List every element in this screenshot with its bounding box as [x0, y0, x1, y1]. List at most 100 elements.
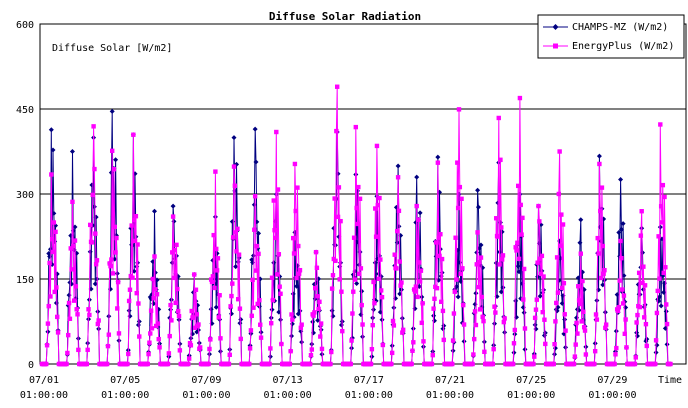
point-energyplus — [256, 251, 261, 257]
point-energyplus — [560, 222, 566, 227]
point-energyplus — [212, 285, 217, 291]
point-champs — [521, 310, 527, 316]
point-energyplus — [175, 308, 181, 314]
point-champs — [498, 289, 504, 295]
point-energyplus — [438, 232, 443, 237]
point-energyplus — [644, 343, 649, 349]
point-energyplus — [328, 361, 333, 367]
point-energyplus — [352, 277, 358, 282]
point-energyplus — [95, 321, 101, 327]
point-energyplus — [297, 267, 303, 273]
point-energyplus — [299, 322, 304, 327]
point-energyplus — [409, 361, 414, 367]
point-energyplus — [188, 343, 194, 348]
point-energyplus — [477, 307, 483, 312]
x-tick-date-5: 07/21 — [435, 375, 465, 386]
point-energyplus — [45, 321, 51, 326]
point-energyplus — [334, 84, 340, 89]
point-energyplus — [192, 272, 197, 277]
point-energyplus — [418, 268, 424, 273]
point-energyplus — [339, 289, 344, 294]
point-energyplus — [272, 227, 277, 233]
point-energyplus — [270, 297, 276, 303]
point-energyplus — [349, 338, 354, 343]
point-champs — [596, 153, 602, 159]
point-energyplus — [252, 194, 258, 199]
point-energyplus — [318, 321, 324, 326]
point-energyplus — [189, 308, 194, 314]
point-energyplus — [593, 312, 599, 317]
point-energyplus — [496, 115, 501, 121]
point-energyplus — [109, 257, 114, 262]
point-energyplus — [93, 231, 98, 236]
point-energyplus — [85, 347, 90, 353]
point-energyplus — [459, 196, 464, 202]
point-energyplus — [233, 230, 238, 235]
point-energyplus — [397, 259, 402, 264]
point-energyplus — [571, 361, 577, 367]
point-energyplus — [502, 316, 507, 321]
point-energyplus — [75, 312, 80, 317]
point-energyplus — [541, 274, 546, 279]
point-energyplus — [435, 160, 441, 165]
point-energyplus — [598, 275, 604, 281]
point-energyplus — [400, 330, 405, 335]
point-energyplus — [126, 298, 132, 304]
point-energyplus — [572, 354, 578, 359]
point-energyplus — [482, 349, 487, 355]
point-energyplus — [603, 322, 609, 327]
point-energyplus — [592, 348, 598, 354]
x-tick-time-4: 01:00:00 — [345, 390, 393, 401]
point-energyplus — [658, 204, 664, 209]
point-energyplus — [490, 361, 496, 367]
point-energyplus — [657, 276, 662, 281]
point-champs — [113, 157, 119, 163]
point-energyplus — [218, 336, 223, 341]
point-energyplus — [151, 295, 156, 301]
point-energyplus — [377, 195, 382, 201]
point-energyplus — [175, 286, 180, 292]
point-energyplus — [312, 310, 317, 315]
point-energyplus — [217, 293, 222, 298]
point-champs — [657, 224, 663, 230]
point-energyplus — [436, 235, 441, 240]
point-energyplus — [520, 215, 525, 221]
point-energyplus — [87, 312, 92, 318]
point-energyplus — [193, 287, 199, 292]
point-energyplus — [394, 266, 399, 271]
point-energyplus — [660, 182, 666, 188]
point-energyplus — [373, 206, 378, 211]
point-champs — [618, 227, 624, 233]
point-energyplus — [291, 251, 297, 256]
point-champs — [297, 308, 303, 314]
point-energyplus — [273, 235, 278, 241]
point-energyplus — [112, 224, 117, 230]
point-energyplus — [656, 234, 661, 239]
point-energyplus — [292, 161, 298, 167]
point-energyplus — [497, 262, 502, 267]
point-energyplus — [390, 318, 396, 324]
point-energyplus — [356, 184, 361, 190]
point-champs — [455, 294, 461, 300]
point-energyplus — [477, 259, 482, 265]
point-energyplus — [429, 361, 435, 367]
point-energyplus — [296, 271, 302, 276]
point-energyplus — [51, 220, 57, 225]
point-energyplus — [291, 235, 296, 241]
point-energyplus — [271, 198, 276, 203]
point-energyplus — [316, 306, 321, 312]
x-tick-time-2: 01:00:00 — [182, 390, 230, 401]
point-energyplus — [533, 307, 539, 312]
point-energyplus — [65, 350, 70, 356]
point-energyplus — [288, 348, 293, 354]
point-energyplus — [643, 321, 649, 327]
point-champs — [276, 309, 282, 315]
point-energyplus — [633, 355, 638, 360]
point-energyplus — [371, 279, 376, 285]
point-energyplus — [620, 287, 625, 292]
point-energyplus — [522, 326, 528, 331]
point-energyplus — [613, 352, 618, 357]
point-energyplus — [542, 317, 547, 322]
point-energyplus — [44, 361, 49, 367]
point-energyplus — [440, 308, 446, 314]
